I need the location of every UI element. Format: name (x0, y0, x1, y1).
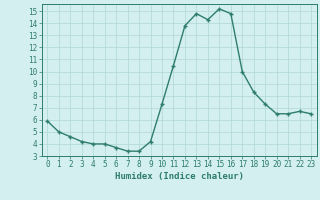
X-axis label: Humidex (Indice chaleur): Humidex (Indice chaleur) (115, 172, 244, 181)
